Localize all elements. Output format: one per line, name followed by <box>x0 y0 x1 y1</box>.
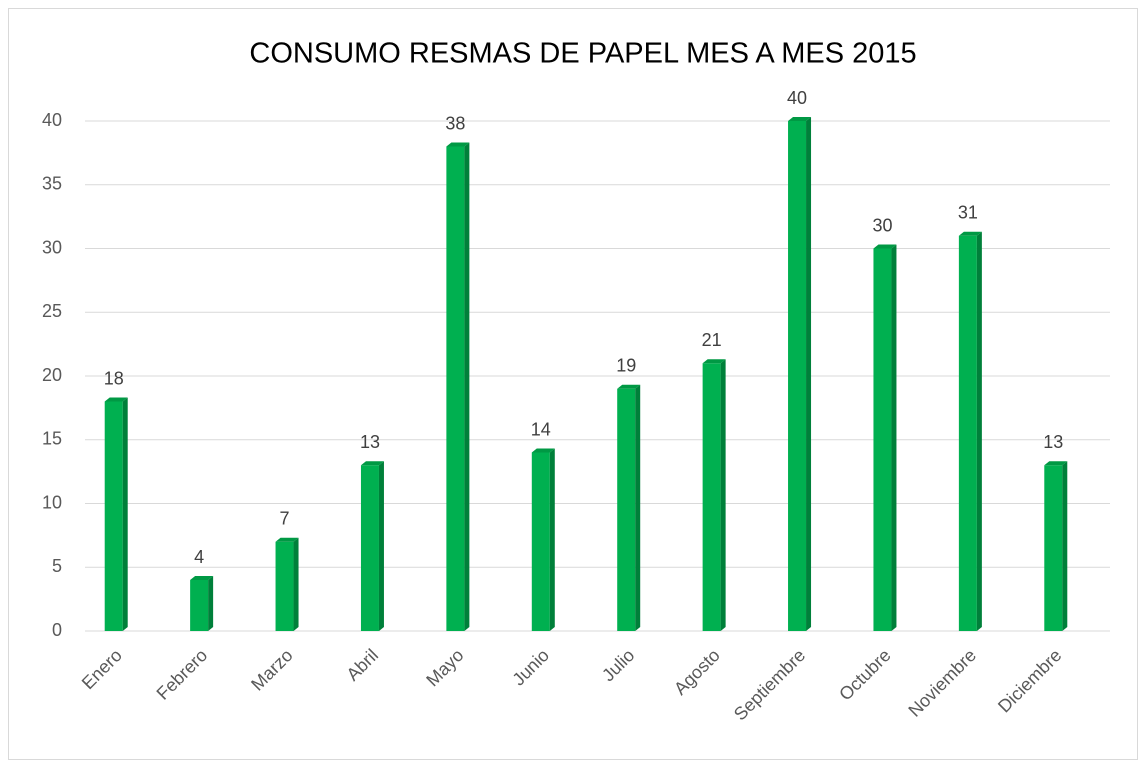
data-label: 4 <box>194 547 204 567</box>
bar <box>788 117 812 631</box>
chart-border <box>8 8 1138 760</box>
y-tick-label: 40 <box>42 110 62 130</box>
data-label: 18 <box>104 368 124 388</box>
bar <box>873 244 897 631</box>
data-label: 13 <box>360 432 380 452</box>
y-tick-label: 5 <box>52 556 62 576</box>
data-label: 7 <box>280 509 290 529</box>
data-label: 19 <box>616 356 636 376</box>
bar <box>702 359 726 631</box>
y-tick-label: 15 <box>42 429 62 449</box>
bar <box>617 384 641 631</box>
bar <box>1044 461 1068 631</box>
y-tick-label: 25 <box>42 301 62 321</box>
bar <box>446 142 470 631</box>
bar <box>190 576 214 631</box>
bar <box>104 397 128 631</box>
data-label: 13 <box>1043 432 1063 452</box>
y-tick-label: 20 <box>42 365 62 385</box>
data-label: 40 <box>787 88 807 108</box>
y-tick-label: 35 <box>42 174 62 194</box>
data-label: 14 <box>531 419 551 439</box>
bar <box>360 461 384 631</box>
y-tick-label: 0 <box>52 620 62 640</box>
data-label: 30 <box>872 215 892 235</box>
y-tick-label: 30 <box>42 237 62 257</box>
bar <box>275 537 299 631</box>
bar <box>958 231 982 631</box>
data-label: 31 <box>958 203 978 223</box>
data-label: 38 <box>445 113 465 133</box>
data-label: 21 <box>702 330 722 350</box>
chart-title: CONSUMO RESMAS DE PAPEL MES A MES 2015 <box>249 38 916 70</box>
bar <box>531 448 555 631</box>
y-tick-label: 10 <box>42 492 62 512</box>
